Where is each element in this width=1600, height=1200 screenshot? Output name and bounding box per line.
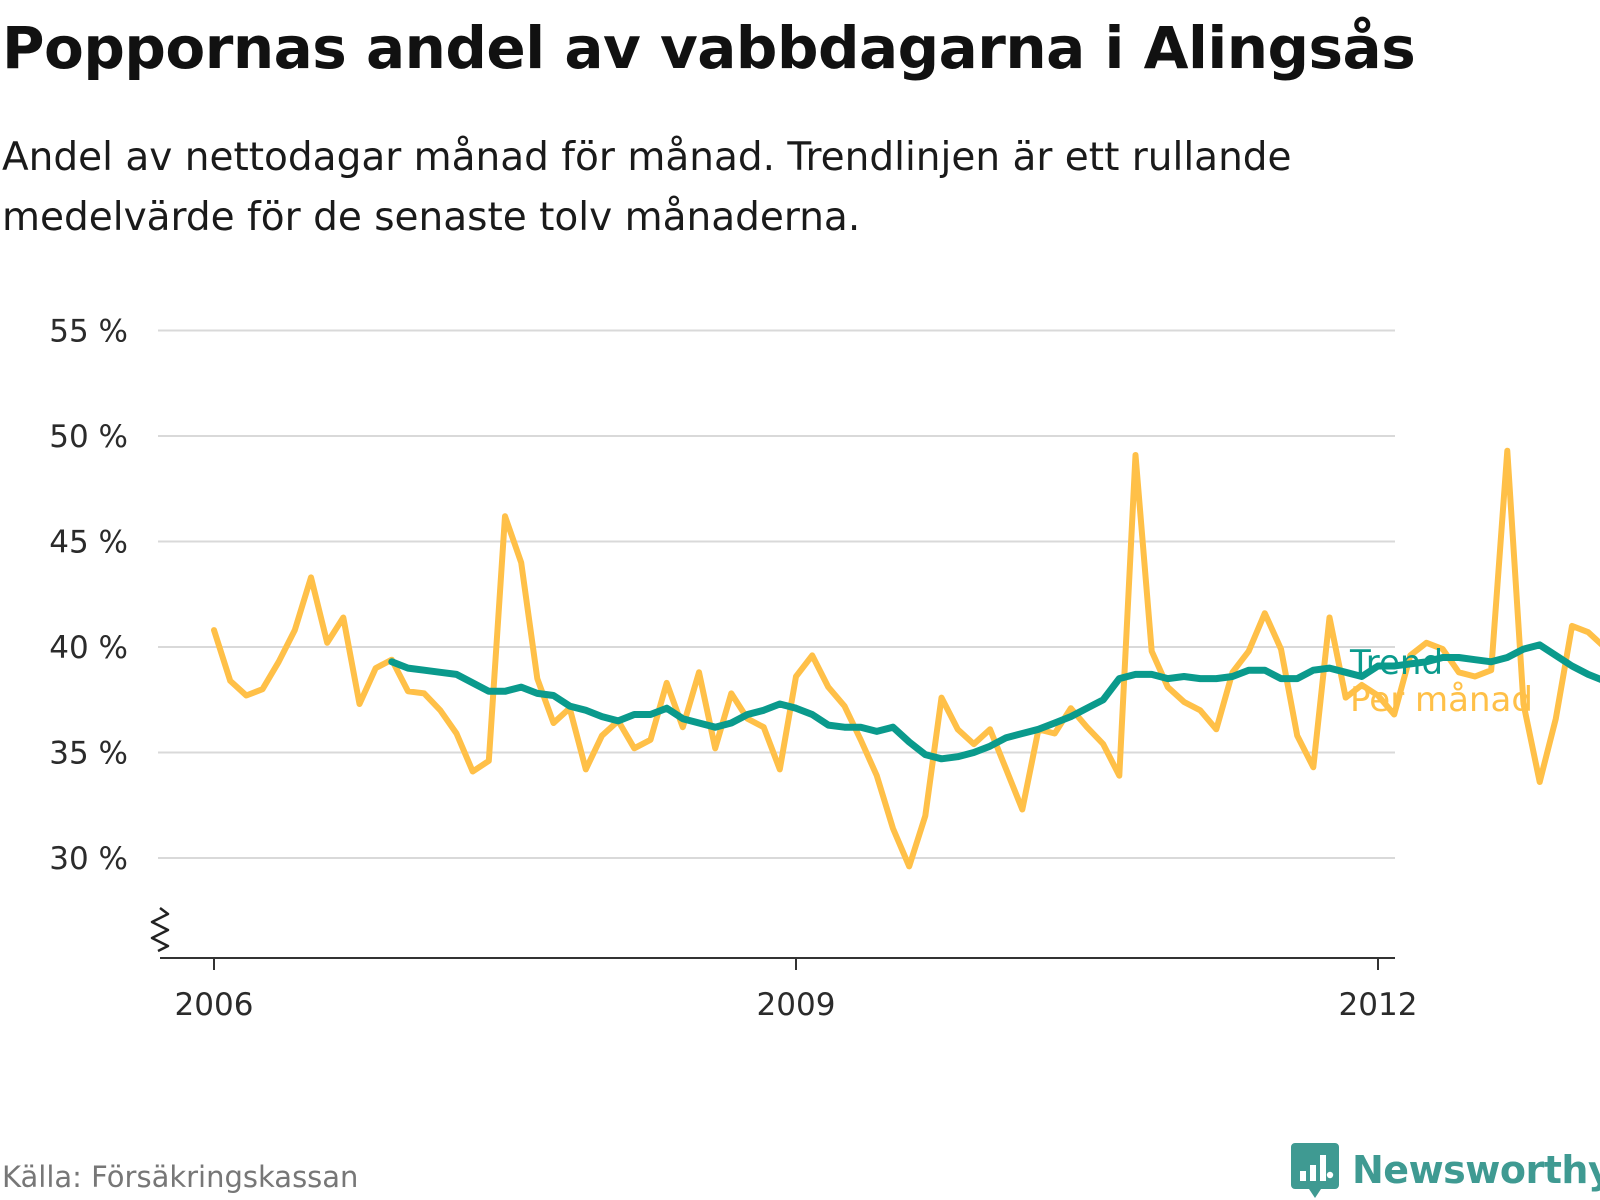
grid-lines — [158, 329, 1395, 859]
brand-logo[interactable]: Newsworthy — [1290, 1140, 1600, 1200]
series-line-trend — [388, 641, 1600, 763]
chart-subtitle: Andel av nettodagar månad för månad. Tre… — [2, 135, 1292, 240]
y-tick-label: 50 % — [49, 419, 128, 455]
x-tick-label: 2012 — [1339, 987, 1418, 1023]
series-line-monthly — [211, 447, 1600, 870]
series-lines — [211, 447, 1600, 870]
y-tick-label: 30 % — [49, 841, 128, 877]
chart-bubble-icon — [1291, 1143, 1339, 1198]
x-axis — [150, 907, 1395, 959]
x-tick-label: 2009 — [757, 987, 836, 1023]
source-note: Källa: Försäkringskassan — [2, 1160, 359, 1194]
legend-label: Per månad — [1350, 680, 1533, 720]
y-tick-label: 40 % — [49, 630, 128, 666]
chart-title: Poppornas andel av vabbdagarna i Alingså… — [2, 14, 1416, 82]
x-axis-ticks: 2006200920122015201820212023 — [175, 958, 1418, 1023]
y-axis-ticks: 30 % 35 % 40 % 45 % 50 % 55 % — [49, 314, 128, 878]
axis-break-icon — [150, 907, 170, 953]
x-tick-label: 2006 — [175, 987, 254, 1023]
y-tick-label: 35 % — [49, 736, 128, 772]
y-tick-label: 55 % — [49, 314, 128, 350]
brand-name: Newsworthy — [1352, 1148, 1600, 1192]
line-chart: 30 %35 %40 %45 %50 %55 % 200620092012201… — [49, 314, 1600, 1023]
legend-label: Trend — [1349, 643, 1443, 683]
y-tick-label: 45 % — [49, 525, 128, 561]
